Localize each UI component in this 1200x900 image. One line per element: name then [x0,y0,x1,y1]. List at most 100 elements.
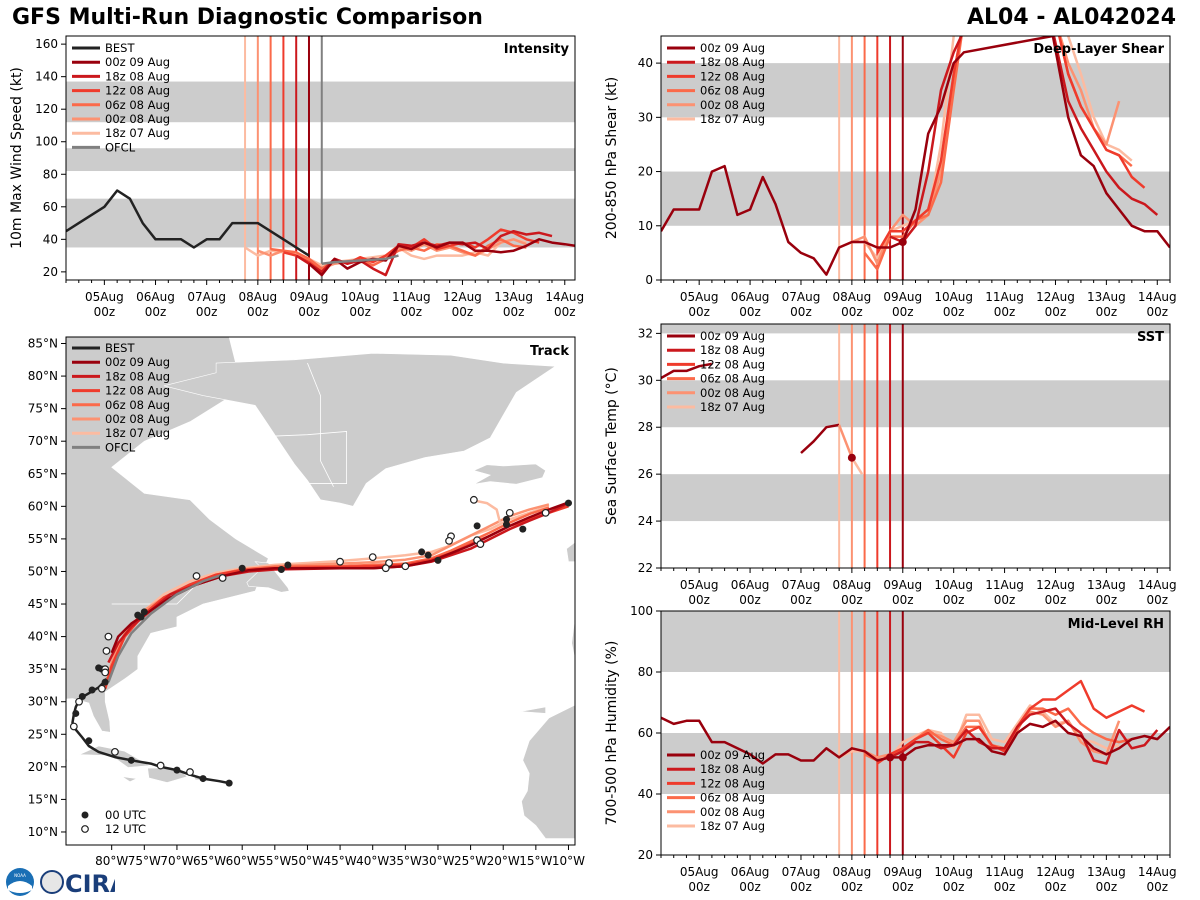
position-marker-00utc [127,756,135,764]
canary-islands-land [520,706,546,714]
iceland-land [473,463,546,485]
legend-label: 00z 08 Aug [700,98,765,112]
position-marker-12utc [505,508,514,517]
legend-label: 06z 08 Aug [105,98,170,112]
legend-label: 06z 08 Aug [700,791,765,805]
shade-band [661,171,1170,226]
x-tick-label: 10Aug [934,865,973,879]
x-tick-label: 25°W [454,854,487,868]
x-tick-label: 09Aug [883,865,922,879]
legend-label: 00z 08 Aug [105,412,170,426]
y-tick-label: 40 [638,787,653,801]
cira-noaa-logo: CIRA NOAA [6,868,115,898]
shade-band [661,611,1170,672]
panel-rh: 2040608010005Aug00z06Aug00z07Aug00z08Aug… [604,604,1177,894]
x-tick-label: 08Aug [833,865,872,879]
x-tick-label: 05Aug [680,578,719,592]
position-marker-00utc [134,611,142,619]
x-tick-label: 14Aug [545,290,584,304]
admin-boundary [307,362,334,487]
legend-label: 06z 08 Aug [105,398,170,412]
position-marker-00utc [424,551,432,559]
x-tick-sublabel: 00z [739,880,761,894]
storm-id-title: AL04 - AL042024 [967,5,1176,30]
legend-label: 00z 09 Aug [700,329,765,343]
x-tick-sublabel: 00z [298,305,320,319]
shade-band [661,324,1170,334]
x-tick-label: 06Aug [136,290,175,304]
position-marker-12utc [156,761,165,770]
faroe-islands-land [587,491,592,493]
y-tick-label: 40 [638,56,653,70]
x-tick-label: 12Aug [1036,578,1075,592]
x-tick-sublabel: 00z [688,880,710,894]
x-tick-label: 09Aug [883,578,922,592]
legend-label: 12z 08 Aug [700,69,765,83]
y-axis-label: 10m Max Wind Speed (kt) [9,67,25,249]
x-tick-label: 06Aug [731,865,770,879]
position-marker-12utc [401,562,410,571]
x-tick-sublabel: 00z [145,305,167,319]
position-marker-00utc [284,561,292,569]
x-tick-label: 75°W [128,854,161,868]
shade-band [66,148,575,172]
y-tick-label: 85°N [28,337,58,351]
x-tick-label: 08Aug [238,290,277,304]
y-tick-label: 30°N [28,695,58,709]
position-marker-12utc [368,553,377,562]
legend-label: 18z 08 Aug [700,343,765,357]
x-tick-label: 15°W [519,854,552,868]
series-line [889,36,1159,244]
panel-title: Deep-Layer Shear [1033,42,1164,57]
map-area [66,337,592,839]
legend-label: 12z 08 Aug [105,384,170,398]
x-tick-label: 55°W [258,854,291,868]
y-tick-label: 30 [638,110,653,124]
legend-label: 18z 08 Aug [700,55,765,69]
position-marker-12utc [381,564,390,573]
x-tick-sublabel: 00z [94,305,116,319]
x-tick-sublabel: 00z [196,305,218,319]
axes-frame [65,35,576,281]
y-tick-label: 80 [43,167,58,181]
legend-label: 18z 07 Aug [700,400,765,414]
x-tick-label: 06Aug [731,578,770,592]
x-tick-label: 60°W [226,854,259,868]
x-tick-sublabel: 00z [247,305,269,319]
y-axis-label: 700-500 hPa Humidity (%) [604,641,620,826]
x-tick-label: 10Aug [934,290,973,304]
x-tick-sublabel: 00z [1146,305,1168,319]
legend-label: 00z 09 Aug [700,748,765,762]
cira-wordmark: CIRA [65,870,115,898]
panel-title: Mid-Level RH [1068,617,1164,632]
y-tick-label: 60 [43,200,58,214]
track-line [107,573,223,683]
x-tick-sublabel: 00z [892,305,914,319]
x-tick-sublabel: 00z [688,593,710,607]
x-tick-label: 14Aug [1138,578,1177,592]
plot-area [661,36,1170,280]
plot-area [66,36,575,280]
x-tick-sublabel: 00z [790,880,812,894]
y-tick-label: 55°N [28,532,58,546]
x-tick-sublabel: 00z [1045,880,1067,894]
noaa-seal-text: NOAA [14,873,26,878]
position-marker-12utc [445,536,453,545]
position-marker-12utc [218,574,227,582]
series-line [270,238,527,270]
position-marker-12utc [101,668,110,677]
x-tick-label: 07Aug [782,290,821,304]
y-tick-label: 10 [638,219,653,233]
position-marker-00utc [238,564,246,572]
legend-label: BEST [105,341,135,355]
x-tick-label: 13Aug [494,290,533,304]
y-tick-label: 60°N [28,499,58,513]
x-tick-sublabel: 00z [401,305,423,319]
position-marker-12utc [69,722,78,731]
legend-label: 18z 07 Aug [105,426,170,440]
y-tick-label: 10°N [28,825,58,839]
jamaica-land [121,776,138,783]
position-marker-00utc [140,608,148,616]
legend-label: 00z 08 Aug [700,805,765,819]
